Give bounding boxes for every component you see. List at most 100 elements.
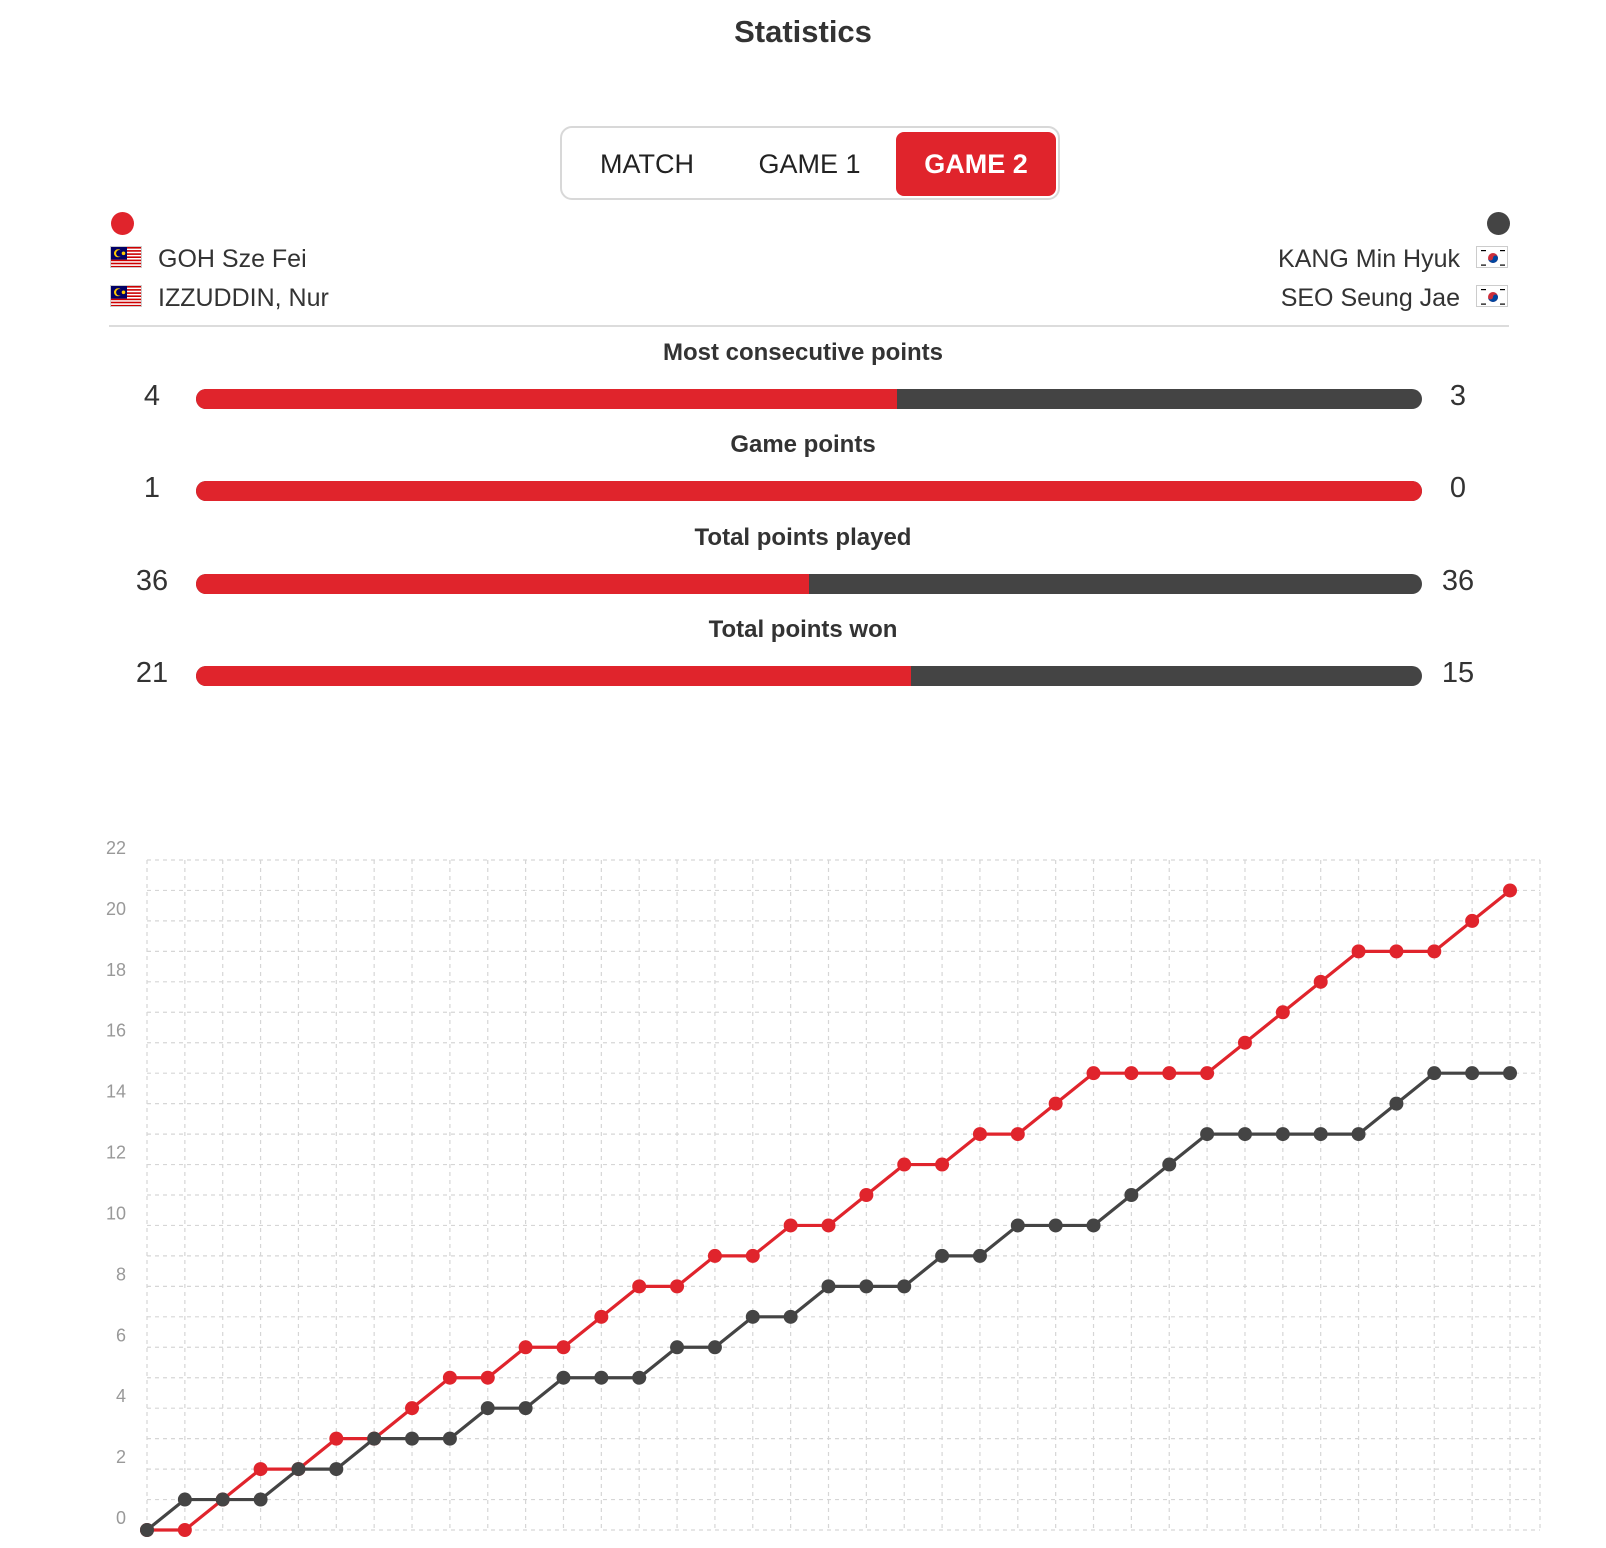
data-point-series-1	[1237, 1035, 1252, 1050]
team-left-player-2: IZZUDDIN, Nur	[158, 284, 329, 312]
data-point-series-1	[1275, 1005, 1290, 1020]
data-point-series-1	[1351, 944, 1366, 959]
stat-right-consecutive: 3	[1449, 380, 1467, 412]
data-point-series-1	[859, 1188, 874, 1202]
data-point-series-2	[1351, 1127, 1366, 1142]
data-point-series-2	[1275, 1127, 1290, 1142]
stat-label-game-points: Game points	[730, 431, 876, 458]
stat-bar-fill-left	[196, 574, 809, 594]
data-point-series-1	[1427, 944, 1442, 959]
team-right-color-dot	[1487, 212, 1510, 235]
stat-label-points-played: Total points played	[694, 524, 912, 551]
data-point-series-2	[291, 1462, 306, 1477]
south-korea-flag-icon	[1476, 246, 1508, 268]
stat-left-consecutive: 4	[143, 380, 161, 412]
data-point-series-2	[518, 1401, 533, 1416]
stat-right-game-points: 0	[1449, 472, 1467, 504]
team-right-player-1: KANG Min Hyuk	[1278, 245, 1460, 273]
data-point-series-2	[442, 1431, 457, 1446]
data-point-series-1	[1503, 883, 1517, 898]
stat-right-points-played: 36	[1441, 565, 1475, 597]
data-point-series-2	[1313, 1127, 1328, 1142]
data-point-series-1	[745, 1248, 760, 1263]
data-point-series-1	[821, 1218, 836, 1233]
data-point-series-2	[935, 1248, 950, 1263]
data-point-series-1	[1048, 1096, 1063, 1111]
data-point-series-2	[1010, 1218, 1025, 1233]
data-point-series-2	[1465, 1066, 1480, 1081]
data-point-series-1	[1200, 1066, 1215, 1081]
data-point-series-2	[859, 1279, 874, 1294]
data-point-series-1	[670, 1279, 685, 1294]
stat-left-game-points: 1	[143, 472, 161, 504]
header-divider	[109, 325, 1509, 327]
data-point-series-2	[745, 1309, 760, 1324]
tab-match[interactable]: MATCH	[600, 149, 694, 179]
data-point-series-2	[1237, 1127, 1252, 1142]
south-korea-flag-icon	[1476, 285, 1508, 307]
data-point-series-1	[897, 1157, 912, 1172]
data-point-series-2	[972, 1248, 987, 1263]
data-point-series-1	[1313, 974, 1328, 989]
data-point-series-2	[1162, 1157, 1177, 1172]
team-left-player-1: GOH Sze Fei	[158, 245, 307, 273]
data-point-series-2	[707, 1340, 722, 1355]
tab-game-1[interactable]: GAME 1	[758, 149, 861, 179]
data-point-series-2	[821, 1279, 836, 1294]
data-point-series-2	[329, 1462, 344, 1477]
stat-left-points-played: 36	[135, 565, 169, 597]
data-point-series-1	[177, 1523, 192, 1537]
page-title: Statistics	[734, 14, 872, 49]
data-point-series-2	[1427, 1066, 1442, 1081]
data-point-series-1	[1162, 1066, 1177, 1081]
team-left-color-dot	[111, 212, 134, 235]
data-point-series-2	[1503, 1066, 1517, 1081]
stat-bar-fill-left	[196, 389, 897, 409]
data-point-series-1	[442, 1370, 457, 1385]
data-point-series-1	[594, 1309, 609, 1324]
y-tick-label: 8	[116, 1264, 126, 1284]
malaysia-flag-icon	[110, 246, 142, 268]
team-right-player-2: SEO Seung Jae	[1280, 284, 1460, 312]
data-point-series-1	[1086, 1066, 1101, 1081]
data-point-series-1	[253, 1462, 268, 1477]
stat-bar-game-points	[196, 481, 1422, 501]
data-point-series-1	[972, 1127, 987, 1142]
data-point-series-1	[405, 1401, 420, 1416]
game-tabs: MATCH GAME 1 GAME 2	[560, 126, 1060, 200]
y-tick-label: 2	[116, 1447, 126, 1467]
y-tick-label: 20	[106, 899, 126, 919]
data-point-series-1	[329, 1431, 344, 1446]
stat-right-points-won: 15	[1441, 657, 1475, 689]
data-point-series-1	[632, 1279, 647, 1294]
data-point-series-2	[556, 1370, 571, 1385]
data-point-series-2	[177, 1492, 192, 1507]
data-point-series-2	[1200, 1127, 1215, 1142]
data-point-series-1	[1010, 1127, 1025, 1142]
y-tick-label: 18	[106, 960, 126, 980]
data-point-series-2	[632, 1370, 647, 1385]
data-point-series-2	[480, 1401, 495, 1416]
y-tick-label: 12	[106, 1143, 126, 1163]
data-point-series-1	[707, 1248, 722, 1263]
stat-left-points-won: 21	[135, 657, 169, 689]
y-tick-label: 16	[106, 1021, 126, 1041]
score-progression-chart: 0 2 4 6 8 10 12 14 16 18 20 22	[106, 838, 1541, 1537]
y-tick-label: 22	[106, 838, 126, 858]
y-tick-label: 14	[106, 1082, 126, 1102]
data-point-series-1	[935, 1157, 950, 1172]
stat-bar-points-won	[196, 666, 1422, 686]
data-point-series-1	[1465, 913, 1480, 928]
data-point-series-1	[1389, 944, 1404, 959]
data-point-series-2	[140, 1523, 154, 1537]
series-line-1	[147, 889, 1512, 1532]
stat-label-points-won: Total points won	[708, 616, 898, 643]
y-tick-label: 0	[116, 1508, 126, 1528]
data-point-series-1	[518, 1340, 533, 1355]
stat-bar-points-played	[196, 574, 1422, 594]
malaysia-flag-icon	[110, 285, 142, 307]
data-point-series-1	[480, 1370, 495, 1385]
tab-game-2[interactable]: GAME 2	[896, 132, 1056, 196]
data-point-series-1	[783, 1218, 798, 1233]
data-point-series-2	[594, 1370, 609, 1385]
